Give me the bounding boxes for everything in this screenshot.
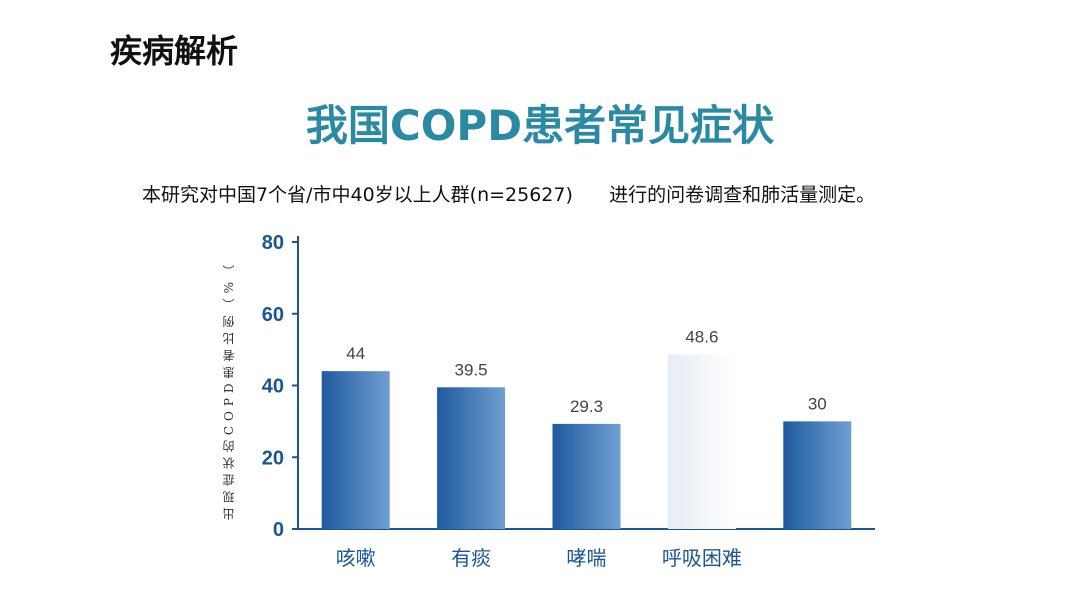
y-tick-label: 0: [273, 519, 284, 541]
bar: [667, 354, 736, 529]
category-label: 有痰: [451, 546, 491, 570]
bar: [321, 371, 390, 529]
category-label: 哮喘: [567, 546, 607, 570]
category-label: 咳嗽: [336, 546, 376, 570]
category-label: 呼吸困难: [662, 546, 742, 570]
bar-value-label: 30: [808, 394, 827, 413]
y-tick-label: 40: [262, 376, 284, 398]
bar: [552, 423, 621, 529]
y-tick-label: 60: [262, 304, 284, 326]
y-tick-label: 80: [262, 232, 284, 254]
section-title: 疾病解析: [110, 32, 239, 70]
bar-value-label: 44: [346, 344, 365, 363]
bar: [783, 421, 852, 529]
bar-value-label: 39.5: [455, 360, 488, 379]
bar: [437, 387, 506, 529]
study-description: 本研究对中国7个省/市中40岁以上人群(n=25627) 进行的问卷调查和肺活量…: [142, 184, 876, 206]
bar-value-label: 48.6: [685, 328, 718, 347]
page-title: 我国COPD患者常见症状: [305, 101, 775, 150]
bar-value-label: 29.3: [570, 397, 603, 416]
y-tick-label: 20: [262, 447, 284, 469]
